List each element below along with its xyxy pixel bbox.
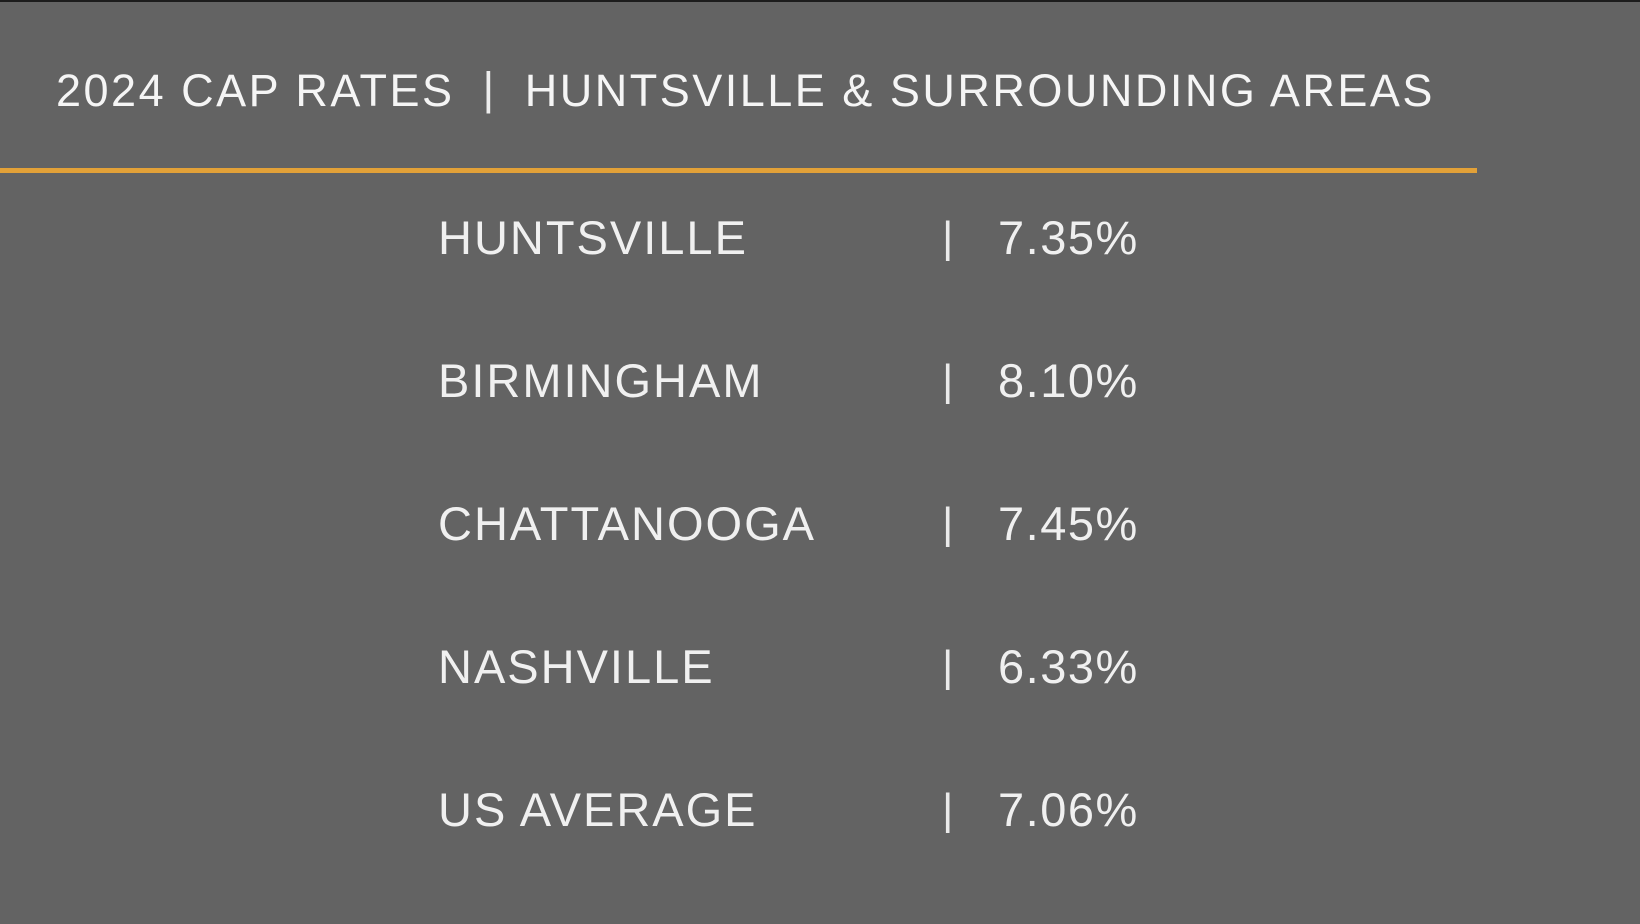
table-row: BIRMINGHAM | 8.10% [0,335,1640,427]
separator-pipe: | [942,356,954,405]
table-row: US AVERAGE | 7.06% [0,764,1640,856]
page-title: 2024 CAP RATES | HUNTSVILLE & SURROUNDING … [56,60,1435,122]
separator-pipe: | [942,785,954,834]
separator-pipe: | [942,499,954,548]
city-label: NASHVILLE [438,640,715,693]
accent-divider-line [0,168,1477,173]
top-edge-line [0,0,1640,2]
city-label: CHATTANOOGA [438,497,816,550]
page-title-right: HUNTSVILLE & SURROUNDING AREAS [524,65,1435,116]
city-label: US AVERAGE [438,783,758,836]
separator-pipe: | [942,642,954,691]
cap-rate-value: 7.45% [998,497,1139,550]
cap-rate-value: 6.33% [998,640,1139,693]
cap-rate-value: 7.35% [998,211,1139,264]
page-title-left: 2024 CAP RATES [56,65,455,116]
table-row: CHATTANOOGA | 7.45% [0,478,1640,570]
city-label: BIRMINGHAM [438,354,764,407]
city-label: HUNTSVILLE [438,211,748,264]
cap-rate-value: 7.06% [998,783,1139,836]
table-row: NASHVILLE | 6.33% [0,621,1640,713]
title-separator-pipe: | [482,63,497,114]
cap-rate-value: 8.10% [998,354,1139,407]
separator-pipe: | [942,213,954,262]
table-row: HUNTSVILLE | 7.35% [0,192,1640,284]
